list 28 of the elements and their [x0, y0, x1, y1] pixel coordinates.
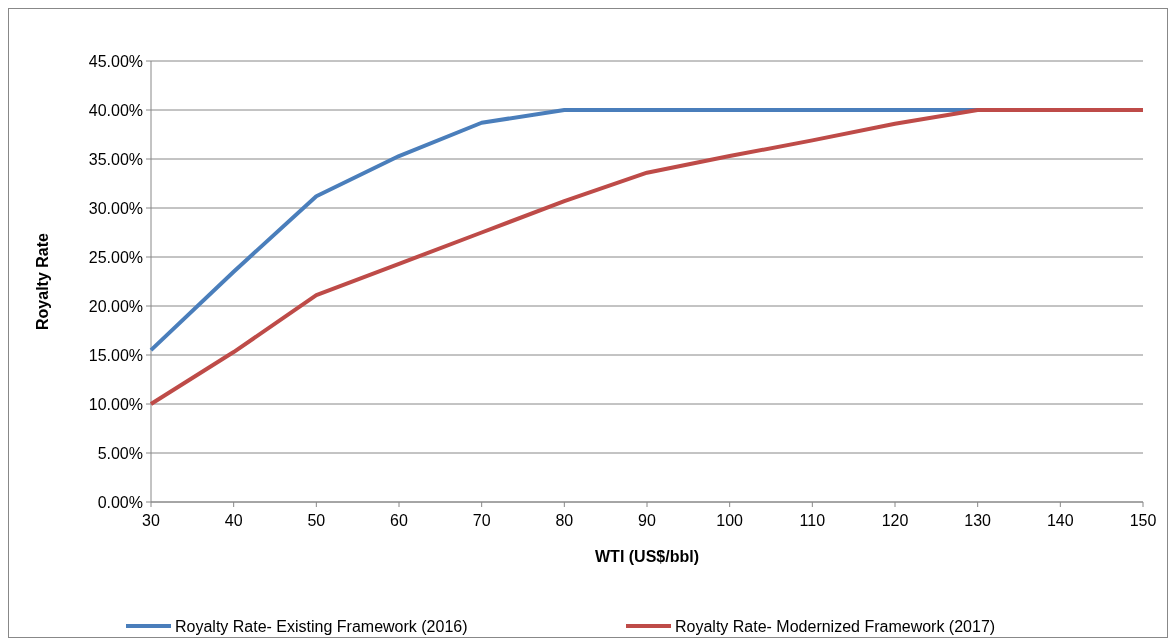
x-tick-label: 110 — [799, 512, 826, 529]
x-tick-label: 70 — [472, 512, 491, 529]
y-tick-label: 45.00% — [88, 52, 143, 70]
y-tick-label: 0.00% — [97, 493, 143, 511]
x-axis-title: WTI (US$/bbl) — [595, 548, 699, 565]
legend-label: Royalty Rate- Existing Framework (2016) — [175, 617, 468, 635]
x-tick-label: 100 — [716, 512, 744, 529]
y-tick-label: 20.00% — [88, 297, 143, 315]
legend-label: Royalty Rate- Modernized Framework (2017) — [675, 617, 996, 635]
x-tick-label: 150 — [1129, 512, 1157, 529]
x-tick-label: 60 — [390, 512, 408, 529]
y-tick-label: 35.00% — [88, 150, 143, 168]
x-tick-label: 140 — [1046, 512, 1074, 529]
y-tick-label: 30.00% — [88, 199, 143, 217]
y-tick-label: 40.00% — [88, 101, 143, 119]
x-tick-label: 40 — [224, 512, 243, 529]
line-series — [149, 108, 1145, 406]
x-tick-label: 120 — [881, 512, 909, 529]
y-tick-label: 15.00% — [88, 346, 143, 364]
y-tick-label: 5.00% — [97, 444, 143, 462]
x-tick-label: 130 — [964, 512, 992, 529]
x-tick-label: 50 — [307, 512, 326, 529]
x-tick-label: 30 — [142, 512, 160, 529]
y-tick-label: 25.00% — [88, 248, 143, 266]
x-tick-label: 90 — [638, 512, 656, 529]
x-tick-label: 80 — [555, 512, 574, 529]
y-axis-title: Royalty Rate — [34, 232, 51, 330]
y-tick-label: 10.00% — [88, 395, 143, 413]
